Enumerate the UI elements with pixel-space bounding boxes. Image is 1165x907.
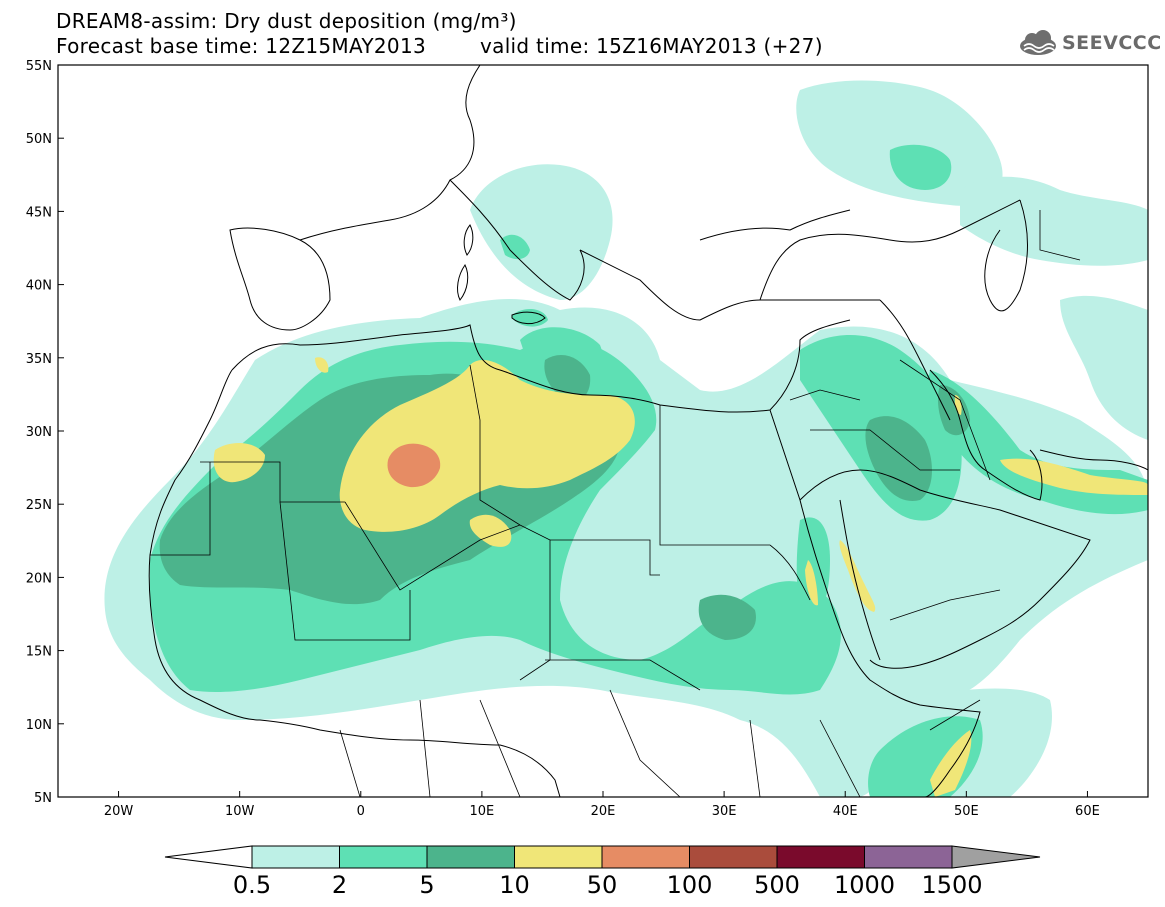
colorbar-label: 100 [666, 871, 713, 899]
colorbar-label: 0.5 [232, 871, 272, 899]
lat-tick-label: 50N [26, 132, 52, 147]
colorbar-label: 500 [754, 871, 800, 899]
lat-tick-label: 55N [26, 59, 52, 74]
lat-tick-label: 30N [26, 425, 52, 440]
lat-tick-label: 5N [34, 791, 52, 806]
level-10-areas [213, 357, 1148, 797]
lat-tick-label: 25N [26, 498, 52, 513]
colorbar-label: 1500 [921, 871, 983, 899]
lon-tick-label: 10E [470, 804, 495, 819]
lon-tick-label: 20E [591, 804, 616, 819]
lat-tick-label: 20N [26, 571, 52, 586]
colorbar-right-arrow [951, 845, 1041, 869]
colorbar-label: 2 [331, 871, 348, 899]
colorbar-box [426, 845, 515, 869]
colorbar-box [601, 845, 690, 869]
lon-tick-label: 50E [954, 804, 979, 819]
longitude-axis: 20W 10W 0 10E 20E 30E 40E 50E 60E [104, 791, 1100, 819]
lat-tick-label: 35N [26, 352, 52, 367]
deposition-field [104, 80, 1148, 797]
lon-tick-label: 60E [1075, 804, 1100, 819]
colorbar-box [339, 845, 428, 869]
latitude-axis: 55N 50N 45N 40N 35N 30N 25N 20N 15N 10N 5N [26, 59, 64, 806]
map-title: DREAM8-assim: Dry dust deposition (mg/m³… [56, 9, 517, 33]
colorbar-box [864, 845, 953, 869]
colorbar-label: 1000 [833, 871, 896, 899]
country-borders [150, 210, 1081, 797]
level-50-areas [387, 443, 441, 488]
lat-tick-label: 45N [26, 205, 52, 220]
colorbar-label: 10 [499, 871, 530, 899]
forecast-base-time: Forecast base time: 12Z15MAY2013 [56, 34, 426, 58]
colorbar-label: 50 [586, 871, 618, 899]
colorbar-box [251, 845, 340, 869]
seevccc-logo [1020, 30, 1056, 55]
lat-tick-label: 40N [26, 279, 52, 294]
colorbar-left-arrow [164, 845, 253, 869]
colorbar-box [689, 845, 778, 869]
colorbar-label: 5 [419, 871, 435, 899]
cloud-icon [1020, 30, 1056, 55]
lat-tick-label: 10N [26, 718, 52, 733]
colorbar-box [514, 845, 603, 869]
valid-time: valid time: 15Z16MAY2013 (+27) [480, 34, 823, 58]
lon-tick-label: 10W [225, 804, 255, 819]
logo-text: SEEVCCC [1062, 32, 1162, 54]
lon-tick-label: 30E [712, 804, 737, 819]
lat-tick-label: 15N [26, 645, 52, 660]
lon-tick-label: 0 [357, 804, 365, 819]
coastlines [58, 65, 1148, 797]
lon-tick-label: 20W [104, 804, 134, 819]
colorbar [164, 845, 1041, 869]
colorbar-box [776, 845, 865, 869]
lon-tick-label: 40E [833, 804, 858, 819]
